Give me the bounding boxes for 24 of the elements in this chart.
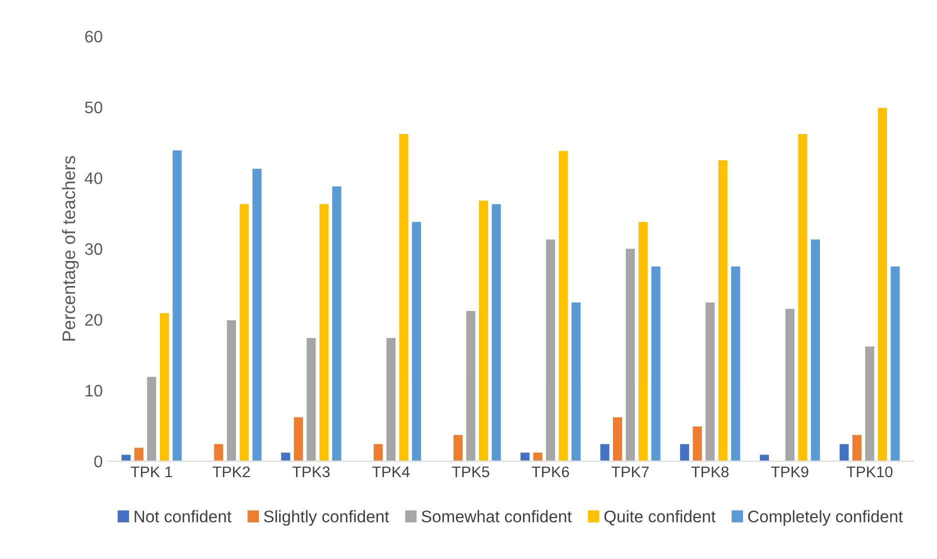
y-tick-label: 40	[84, 172, 102, 184]
x-tick-label: TPK7	[612, 466, 649, 478]
y-tick-label: 0	[94, 456, 102, 468]
y-tick-label: 60	[85, 30, 102, 43]
x-tick-label: TPK2	[212, 466, 250, 478]
x-tick-label: TPK9	[771, 466, 808, 478]
bar	[758, 453, 770, 462]
x-tick-label: TPK6	[532, 466, 569, 478]
y-tick-label: 10	[86, 384, 102, 397]
legend-label: Not confident	[134, 510, 232, 522]
x-tick-label: TPK5	[452, 466, 490, 478]
y-tick-label: 30	[84, 243, 102, 255]
legend-label: Somewhat confident	[422, 510, 572, 522]
legend-label: Completely confident	[748, 510, 903, 526]
legend-label: Slightly confident	[264, 510, 390, 526]
x-tick-label: TPK4	[372, 466, 410, 478]
legend-label: Quite confident	[604, 510, 716, 526]
y-axis-title: Percentage of teachers	[62, 156, 79, 341]
x-tick-label: TPK 1	[130, 466, 172, 478]
x-tick-label: TPK10	[846, 466, 892, 478]
y-tick-label: 20	[85, 314, 102, 326]
x-tick-label: TPK3	[292, 466, 330, 478]
y-tick-label: 50	[85, 102, 102, 114]
x-tick-label: TPK8	[691, 466, 729, 478]
